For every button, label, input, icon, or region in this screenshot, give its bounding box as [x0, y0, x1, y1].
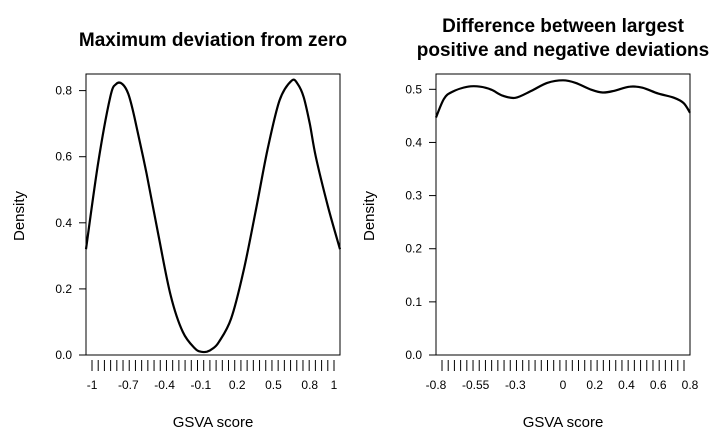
x-tick-label: -0.8: [426, 378, 447, 392]
x-tick-label: 0.8: [301, 378, 318, 392]
x-tick-label: -0.4: [154, 378, 175, 392]
left-chart-title: Maximum deviation from zero: [79, 30, 347, 51]
x-tick-label: -0.1: [191, 378, 212, 392]
x-tick-label: 1: [331, 378, 338, 392]
x-tick-label: -1: [87, 378, 98, 392]
plot-frame: [85, 73, 341, 356]
x-tick-label: 0.2: [229, 378, 246, 392]
y-tick-label: 0.2: [55, 282, 72, 296]
y-tick-label: 0.8: [55, 84, 72, 98]
y-tick-label: 0.4: [405, 135, 422, 149]
x-tick-label: 0.5: [265, 378, 282, 392]
x-tick-label: 0.4: [618, 378, 635, 392]
y-tick-label: 0.5: [405, 82, 422, 96]
x-tick-label: 0: [560, 378, 567, 392]
density-curve: [84, 78, 342, 354]
x-tick-label: 0.8: [682, 378, 699, 392]
y-tick-label: 0.2: [405, 242, 422, 256]
right-y-axis-label: Density: [361, 190, 378, 241]
left-y-axis-label: Density: [11, 190, 28, 241]
left-x-axis-label: GSVA score: [173, 414, 254, 431]
y-tick-label: 0.4: [55, 216, 72, 230]
x-tick-label: -0.3: [505, 378, 526, 392]
y-tick-label: 0.1: [405, 295, 422, 309]
right-chart-title-line-1: Difference between largest: [442, 16, 684, 37]
x-tick-label: 0.2: [586, 378, 603, 392]
y-tick-label: 0.0: [55, 348, 72, 362]
y-tick-label: 0.3: [405, 189, 422, 203]
density-curve: [434, 79, 691, 118]
x-tick-label: -0.7: [118, 378, 139, 392]
right-chart-title-line-2: positive and negative deviations: [417, 40, 709, 61]
left-density-panel: Maximum deviation from zero GSVA score D…: [11, 30, 347, 431]
right-x-axis-label: GSVA score: [523, 414, 604, 431]
right-density-panel: Difference between largest positive and …: [361, 16, 709, 431]
y-tick-label: 0.0: [405, 348, 422, 362]
plot-frame: [435, 73, 691, 356]
x-tick-label: 0.6: [650, 378, 667, 392]
x-tick-label: -0.55: [462, 378, 490, 392]
y-tick-label: 0.6: [55, 150, 72, 164]
